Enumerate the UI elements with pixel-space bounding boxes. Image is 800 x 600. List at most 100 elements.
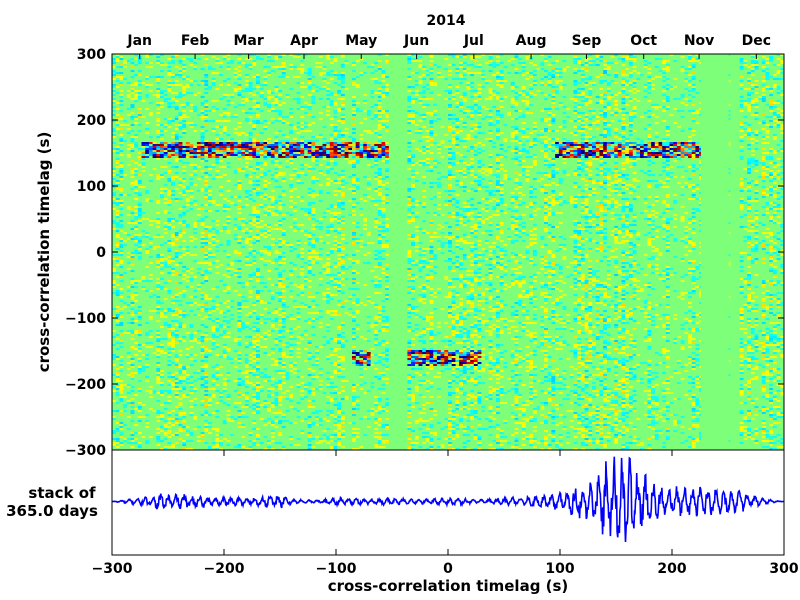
heatmap-cell <box>307 78 312 80</box>
heatmap-cell <box>112 170 116 172</box>
heatmap-cell <box>226 144 231 146</box>
heatmap-cell <box>167 170 172 172</box>
heatmap-cell <box>211 394 216 396</box>
heatmap-cell <box>355 362 360 364</box>
heatmap-cell <box>337 376 342 378</box>
heatmap-cell <box>119 178 124 180</box>
heatmap-cell <box>119 334 124 336</box>
heatmap-cell <box>304 234 308 236</box>
heatmap-cell <box>278 244 283 246</box>
heatmap-cell <box>304 320 308 322</box>
heatmap-cell <box>204 388 209 390</box>
heatmap-cell <box>315 140 319 142</box>
heatmap-cell <box>374 188 379 190</box>
heatmap-cell <box>414 362 419 364</box>
heatmap-cell <box>174 176 179 178</box>
heatmap-cell <box>185 246 190 248</box>
heatmap-cell <box>189 272 194 274</box>
heatmap-cell <box>274 158 279 160</box>
heatmap-cell <box>237 70 242 72</box>
heatmap-cell <box>311 122 316 124</box>
heatmap-cell <box>126 374 131 376</box>
heatmap-cell <box>352 438 356 440</box>
heatmap-cell <box>337 142 342 144</box>
heatmap-cell <box>160 418 164 420</box>
heatmap-cell <box>237 74 242 76</box>
heatmap-cell <box>370 96 375 98</box>
heatmap-cell <box>156 312 161 314</box>
heatmap-cell <box>222 356 227 358</box>
heatmap-cell <box>248 182 253 184</box>
heatmap-cell <box>204 262 209 264</box>
heatmap-cell <box>256 106 260 108</box>
heatmap-cell <box>112 316 116 318</box>
heatmap-cell <box>200 170 205 172</box>
heatmap-cell <box>340 356 345 358</box>
heatmap-cell <box>226 114 231 116</box>
heatmap-cell <box>337 246 342 248</box>
heatmap-cell <box>244 372 249 374</box>
heatmap-cell <box>340 194 345 196</box>
heatmap-cell <box>130 270 135 272</box>
heatmap-cell <box>381 300 386 302</box>
heatmap-cell <box>263 180 268 182</box>
heatmap-cell <box>326 148 331 150</box>
heatmap-cell <box>215 266 220 268</box>
heatmap-cell <box>377 152 382 154</box>
heatmap-cell <box>137 180 142 182</box>
heatmap-cell <box>134 310 139 312</box>
heatmap-cell <box>174 220 179 222</box>
heatmap-cell <box>311 234 316 236</box>
heatmap-cell <box>115 306 120 308</box>
heatmap-cell <box>329 62 334 64</box>
heatmap-cell <box>263 214 268 216</box>
heatmap-cell <box>311 194 316 196</box>
heatmap-cell <box>385 240 390 242</box>
heatmap-cell <box>208 198 212 200</box>
heatmap-cell <box>322 174 327 176</box>
heatmap-cell <box>182 192 187 194</box>
heatmap-cell <box>219 66 223 68</box>
heatmap-cell <box>156 308 161 310</box>
heatmap-cell <box>156 120 161 122</box>
heatmap-cell <box>363 154 367 156</box>
heatmap-cell <box>304 144 308 146</box>
heatmap-cell <box>267 254 271 256</box>
heatmap-cell <box>370 146 375 148</box>
heatmap-cell <box>329 156 334 158</box>
heatmap-cell <box>340 386 345 388</box>
heatmap-cell <box>256 166 260 168</box>
heatmap-cell <box>381 358 386 360</box>
heatmap-cell <box>119 128 124 130</box>
heatmap-cell <box>185 268 190 270</box>
heatmap-cell <box>256 192 260 194</box>
heatmap-cell <box>160 144 164 146</box>
heatmap-cell <box>185 250 190 252</box>
heatmap-cell <box>196 146 201 148</box>
heatmap-cell <box>178 404 183 406</box>
heatmap-cell <box>200 160 205 162</box>
heatmap-cell <box>337 108 342 110</box>
heatmap-cell <box>233 380 238 382</box>
heatmap-cell <box>337 136 342 138</box>
heatmap-cell <box>270 212 275 214</box>
heatmap-cell <box>278 382 283 384</box>
heatmap-cell <box>359 246 364 248</box>
heatmap-cell <box>377 278 382 280</box>
heatmap-cell <box>171 182 175 184</box>
heatmap-cell <box>115 264 120 266</box>
heatmap-cell <box>352 390 356 392</box>
heatmap-cell <box>377 106 382 108</box>
heatmap-cell <box>244 360 249 362</box>
heatmap-cell <box>167 348 172 350</box>
heatmap-cell <box>134 280 139 282</box>
heatmap-cell <box>267 56 271 58</box>
heatmap-cell <box>200 292 205 294</box>
heatmap-cell <box>274 344 279 346</box>
heatmap-cell <box>252 360 257 362</box>
heatmap-cell <box>304 388 308 390</box>
heatmap-cell <box>322 336 327 338</box>
heatmap-cell <box>115 440 120 442</box>
heatmap-cell <box>200 158 205 160</box>
heatmap-cell <box>185 224 190 226</box>
